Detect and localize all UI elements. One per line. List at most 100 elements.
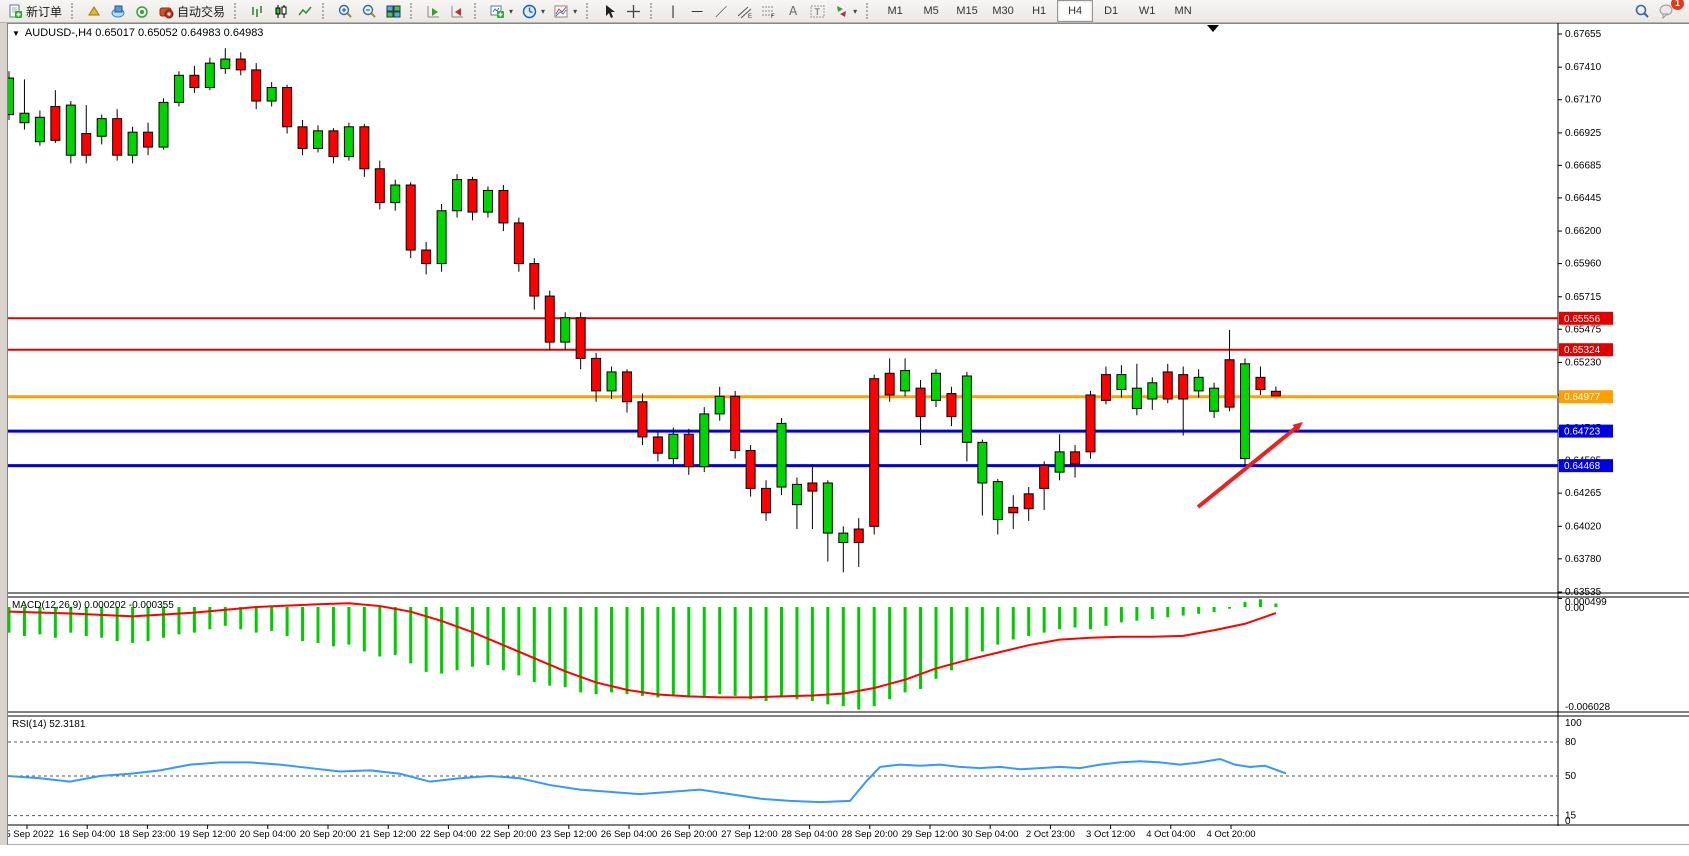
new-chart-icon — [489, 3, 505, 19]
macd-pane — [7, 599, 1278, 710]
svg-text:0.67170: 0.67170 — [1565, 95, 1602, 106]
svg-text:0.65475: 0.65475 — [1565, 324, 1602, 335]
rsi-line — [7, 757, 1287, 804]
macd-signal-line — [8, 602, 1277, 699]
template-icon — [553, 3, 569, 19]
macd-indicator-label: MACD(12,26,9) 0.000202 -0.000355 — [12, 600, 174, 611]
template-button[interactable]: ▾ — [549, 1, 581, 21]
arrows-icon — [833, 3, 849, 19]
svg-text:0.64265: 0.64265 — [1565, 488, 1602, 499]
chevron-down-icon: ▼ — [12, 28, 20, 38]
svg-text:0.00: 0.00 — [1565, 603, 1585, 614]
toolbar-grip — [322, 3, 328, 19]
timeframe-button-h4[interactable]: H4 — [1057, 0, 1094, 22]
trend-arrow[interactable] — [1196, 422, 1303, 509]
timeframe-button-m1[interactable]: M1 — [887, 5, 903, 17]
timeframe-button-m5[interactable]: M5 — [923, 5, 939, 17]
chevron-down-icon: ▾ — [573, 6, 578, 16]
svg-text:0.64723: 0.64723 — [1564, 427, 1601, 438]
toolbar-grip — [650, 3, 656, 19]
toolbar-grip — [474, 3, 480, 19]
period-button[interactable]: ▾ — [517, 1, 549, 21]
fibonacci-tool[interactable]: F — [757, 1, 781, 21]
navigator-button[interactable] — [106, 1, 130, 21]
rsi-indicator-label: RSI(14) 52.3181 — [12, 719, 86, 730]
svg-text:0.65556: 0.65556 — [1564, 314, 1601, 325]
chart-canvas[interactable]: 0.67655 0.67410 0.67170 0.66925 0.66685 0.664… — [0, 23, 1689, 851]
timeframe-button-d1[interactable]: D1 — [1104, 5, 1119, 17]
candlestick-chart-icon — [273, 3, 289, 19]
candlestick-chart-button[interactable] — [269, 1, 293, 21]
indicator-forward-button[interactable] — [421, 1, 445, 21]
svg-text:0.65324: 0.65324 — [1564, 345, 1601, 356]
signals-icon — [134, 3, 150, 19]
timeframe-button-m15[interactable]: M15 — [956, 5, 978, 17]
svg-text:30 Sep 04:00: 30 Sep 04:00 — [962, 829, 1019, 840]
new-chart-button[interactable]: ▾ — [485, 1, 517, 21]
new-order-icon — [7, 3, 23, 19]
svg-text:0.67410: 0.67410 — [1565, 62, 1602, 73]
chart-symbol-label[interactable]: ▼ AUDUSD-,H4 0.65017 0.65052 0.64983 0.6… — [12, 27, 263, 39]
autotrading-button[interactable]: 自动交易 — [154, 1, 229, 21]
svg-text:2 Oct 23:00: 2 Oct 23:00 — [1026, 829, 1075, 840]
svg-text:F: F — [771, 14, 775, 19]
svg-text:0.66445: 0.66445 — [1565, 193, 1602, 204]
fibonacci-icon: F — [761, 3, 777, 19]
line-chart-button[interactable] — [293, 1, 317, 21]
svg-text:20 Sep 04:00: 20 Sep 04:00 — [240, 829, 297, 840]
svg-text:29 Sep 12:00: 29 Sep 12:00 — [902, 829, 959, 840]
line-chart-icon — [297, 3, 313, 19]
price-axis-badges: 0.65556 0.65324 0.64977 0.64723 0.64468 — [1559, 311, 1613, 473]
svg-text:T: T — [814, 7, 820, 17]
market-watch-button[interactable] — [82, 1, 106, 21]
zoom-in-button[interactable] — [333, 1, 357, 21]
crosshair-tool-button[interactable] — [621, 1, 645, 21]
indicator-back-button[interactable] — [445, 1, 469, 21]
text-label-tool[interactable]: T — [805, 1, 829, 21]
pane-borders — [7, 23, 1689, 845]
channel-tool[interactable]: E — [733, 1, 757, 21]
signals-button[interactable] — [130, 1, 154, 21]
svg-text:100: 100 — [1565, 718, 1582, 729]
svg-text:21 Sep 12:00: 21 Sep 12:00 — [360, 829, 417, 840]
svg-text:80: 80 — [1565, 737, 1577, 748]
vertical-line-tool[interactable]: | — [661, 1, 685, 21]
timeframe-button-mn[interactable]: MN — [1174, 5, 1192, 17]
zoom-out-button[interactable] — [357, 1, 381, 21]
rsi-pane — [7, 741, 1558, 817]
notifications-button[interactable]: 1 — [1654, 0, 1684, 21]
trendline-tool[interactable]: ／ — [709, 1, 733, 21]
search-button[interactable] — [1630, 1, 1654, 21]
rsi-axis[interactable]: 100 80 50 150 — [1565, 718, 1582, 827]
svg-text:0.64020: 0.64020 — [1565, 521, 1602, 532]
timeframe-button-m30[interactable]: M30 — [992, 5, 1014, 17]
chart-shift-marker-icon[interactable] — [1207, 25, 1219, 32]
channel-icon: E — [737, 3, 753, 19]
toolbar-grip — [71, 3, 77, 19]
new-order-button[interactable]: 新订单 — [3, 1, 66, 21]
toolbar-grip — [866, 3, 872, 19]
time-axis[interactable]: 15 Sep 2022 16 Sep 04:00 18 Sep 23:00 19 Se… — [0, 825, 1256, 840]
cursor-tool-button[interactable] — [597, 1, 621, 21]
svg-text:28 Sep 04:00: 28 Sep 04:00 — [781, 829, 838, 840]
arrows-tool[interactable]: ▾ — [829, 1, 861, 21]
svg-text:4 Oct 20:00: 4 Oct 20:00 — [1206, 829, 1255, 840]
svg-text:0.65960: 0.65960 — [1565, 259, 1602, 270]
candles — [4, 48, 1281, 573]
timeframe-button-w1[interactable]: W1 — [1138, 5, 1156, 17]
svg-text:16 Sep 04:00: 16 Sep 04:00 — [59, 829, 116, 840]
bar-chart-button[interactable] — [245, 1, 269, 21]
svg-text:E: E — [748, 14, 752, 19]
chevron-down-icon: ▾ — [853, 6, 858, 16]
text-tool[interactable]: A — [781, 1, 805, 21]
text-icon: A — [788, 4, 798, 18]
autotrading-icon — [158, 3, 174, 19]
timeframe-button-h1[interactable]: H1 — [1032, 5, 1047, 17]
search-icon — [1634, 3, 1650, 19]
svg-text:4 Oct 04:00: 4 Oct 04:00 — [1146, 829, 1195, 840]
horizontal-line-tool[interactable]: — — [685, 1, 709, 21]
tile-windows-button[interactable] — [381, 1, 405, 21]
svg-text:26 Sep 04:00: 26 Sep 04:00 — [601, 829, 658, 840]
navigator-icon — [110, 3, 126, 19]
